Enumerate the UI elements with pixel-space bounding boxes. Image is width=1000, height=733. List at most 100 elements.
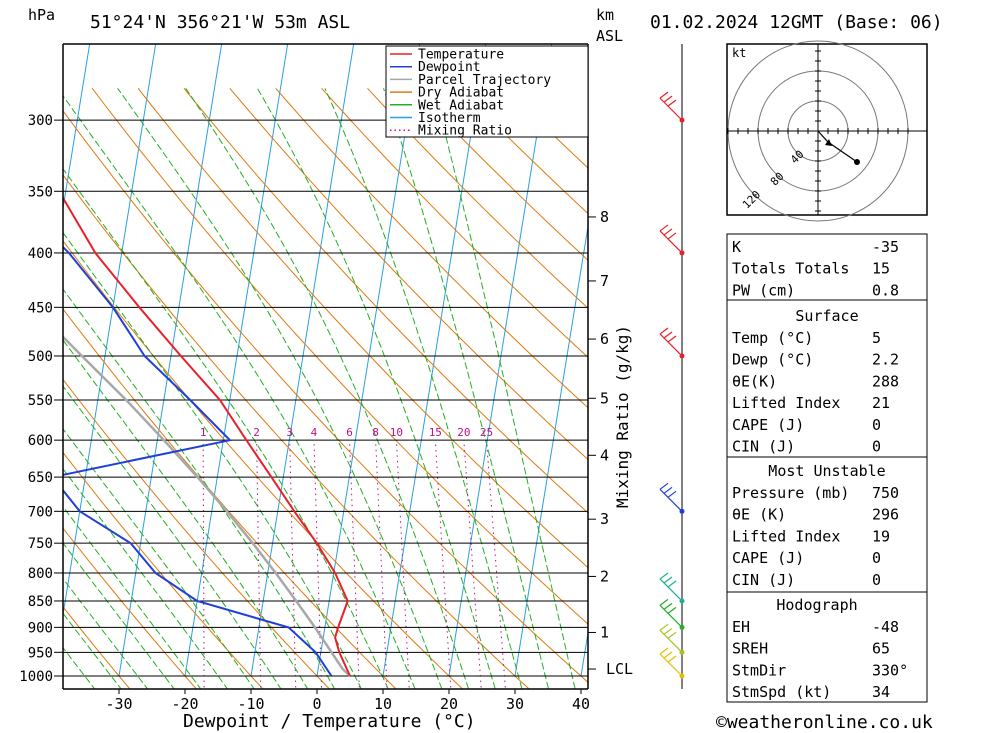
- mixing-ratio-lines: [202, 440, 506, 689]
- isotherm-line: [63, 44, 91, 212]
- mixing-ratio-line: [202, 440, 205, 689]
- mixing-ratio-label: 4: [311, 426, 318, 439]
- dry-adiabat-line: [63, 378, 331, 689]
- wind-barb-feather: [663, 486, 673, 494]
- mixing-ratio-label: 15: [429, 426, 442, 439]
- index-value: 0: [872, 438, 881, 456]
- wet-adiabat-line: [63, 339, 309, 689]
- pressure-tick-label: 450: [28, 300, 53, 316]
- temperature-axis: -30 -20 -10 0 10 20 30 40: [105, 689, 590, 713]
- wind-barb-staff: [659, 578, 683, 602]
- wind-barb-feather: [659, 623, 669, 631]
- hodograph-panel: kt 40 80 120: [726, 40, 928, 222]
- dry-adiabat-line: [229, 87, 588, 461]
- mixing-ratio-label: 8: [372, 426, 379, 439]
- mixing-ratio-label: 6: [346, 426, 353, 439]
- mixing-ratio-line: [349, 440, 360, 689]
- wind-barb-feather: [667, 655, 677, 663]
- index-label: Dewp (°C): [732, 351, 813, 369]
- index-label: θE (K): [732, 506, 786, 524]
- mixing-ratio-label: 2: [253, 426, 260, 439]
- legend-label: Wet Adiabat: [418, 98, 504, 113]
- wind-barb-feather: [659, 647, 669, 655]
- legend-label: Isotherm: [418, 111, 481, 126]
- wet-adiabat-line: [63, 428, 255, 689]
- mixing-ratio-label: 10: [390, 426, 403, 439]
- height-axis: 8 7 6 5 4 3 2 1 LCL: [588, 208, 633, 678]
- wind-barb-icon: [659, 647, 683, 677]
- wind-barb-icon: [659, 327, 683, 357]
- mixing-ratio-line: [463, 440, 482, 689]
- index-label: θE(K): [732, 372, 777, 390]
- wind-barb-feather: [667, 99, 677, 107]
- index-label: CIN (J): [732, 438, 795, 456]
- wet-adiabat-line: [63, 231, 362, 689]
- isotherm-lines: [0, 36, 588, 677]
- index-value: 0: [872, 571, 881, 589]
- isotherm-line: [580, 629, 588, 677]
- wet-adiabat-line: [117, 88, 443, 689]
- isotherm-line: [0, 36, 25, 676]
- height-tick-label: 4: [600, 446, 609, 464]
- wind-barb-icon: [659, 598, 683, 628]
- hpa-unit-label: hPa: [28, 6, 55, 24]
- wet-adiabat-line: [63, 542, 175, 689]
- height-tick-label: 8: [600, 208, 609, 226]
- x-tick-label: -20: [171, 695, 198, 713]
- wind-barb-feather: [659, 91, 669, 99]
- dry-adiabat-line: [63, 174, 530, 689]
- wind-barb-feather: [659, 572, 669, 580]
- most-unstable-section-title: Most Unstable: [768, 462, 885, 480]
- index-value: -48: [872, 618, 899, 636]
- hodograph-point: [854, 159, 860, 165]
- parcel-trajectory-line: [63, 335, 351, 677]
- dry-adiabat-line: [137, 87, 588, 569]
- wind-barb-feather: [663, 228, 673, 236]
- indices-table: K -35 Totals Totals 15 PW (cm) 0.8 Surface Te…: [726, 233, 928, 703]
- dry-adiabat-line: [63, 451, 264, 689]
- mixing-ratio-line: [256, 440, 262, 689]
- wet-adiabat-line: [383, 88, 550, 689]
- pressure-tick-label: 500: [28, 349, 53, 365]
- index-value: 0: [872, 416, 881, 434]
- index-label: Totals Totals: [732, 260, 849, 278]
- wind-barb-feather: [663, 651, 673, 659]
- dewpoint-line: [63, 245, 333, 677]
- copyright-label: ©weatheronline.co.uk: [716, 712, 933, 733]
- wind-barb-icon: [659, 572, 683, 602]
- temperature-line: [63, 195, 351, 677]
- wind-barb-feather: [667, 335, 677, 343]
- pressure-tick-label: 850: [28, 594, 53, 610]
- index-value: 2.2: [872, 351, 899, 369]
- x-tick-label: 10: [374, 695, 392, 713]
- x-axis-title: Dewpoint / Temperature (°C): [183, 711, 476, 732]
- mixing-ratio-line: [375, 440, 388, 689]
- pressure-tick-label: 650: [28, 470, 53, 486]
- index-label: PW (cm): [732, 281, 795, 299]
- index-label: SREH: [732, 640, 768, 658]
- wind-barb-staff: [659, 629, 683, 653]
- index-label: Lifted Index: [732, 527, 840, 545]
- dry-adiabat-line: [63, 606, 131, 689]
- index-value: 15: [872, 260, 890, 278]
- wet-adiabat-line: [256, 88, 496, 689]
- height-tick-label: LCL: [606, 660, 633, 678]
- wind-barb-feather: [663, 627, 673, 635]
- pressure-tick-label: 350: [28, 184, 53, 200]
- wind-barb-feather: [667, 490, 677, 498]
- location-label: 51°24'N 356°21'W 53m ASL: [90, 12, 350, 33]
- wind-barb-feather: [659, 598, 669, 606]
- pressure-tick-label: 550: [28, 393, 53, 409]
- wind-barb-feather: [667, 580, 677, 588]
- mixing-ratio-label: 25: [480, 426, 493, 439]
- wet-adiabat-line: [63, 577, 149, 689]
- index-value: 330°: [872, 661, 908, 679]
- wind-barb-icon: [659, 482, 683, 512]
- pressure-tick-label: 800: [28, 566, 53, 582]
- hodograph-unit-label: kt: [732, 46, 746, 60]
- index-label: K: [732, 238, 741, 256]
- wind-barb-feather: [667, 631, 677, 639]
- index-value: 0: [872, 549, 881, 567]
- wind-barb-icon: [659, 91, 683, 121]
- index-label: Temp (°C): [732, 329, 813, 347]
